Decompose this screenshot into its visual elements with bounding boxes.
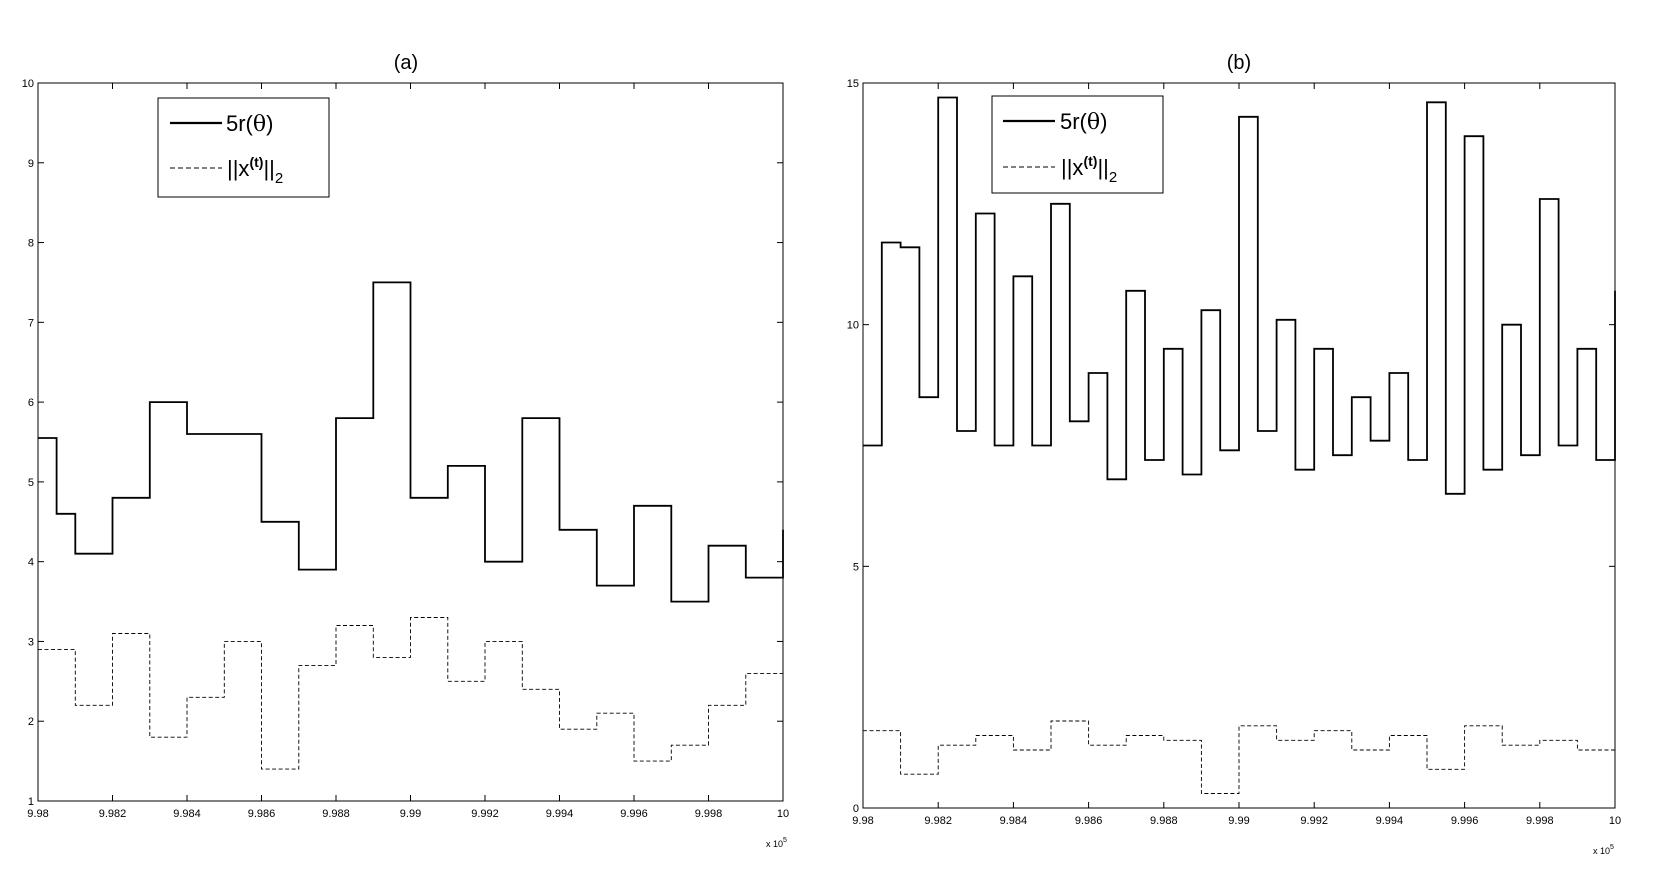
x-exponent-label: x 105 xyxy=(766,837,787,849)
x-tick-label: 9.986 xyxy=(1075,815,1103,827)
x-tick-label: 9.982 xyxy=(924,815,952,827)
y-tick-label: 8 xyxy=(28,238,34,250)
legend-box xyxy=(991,95,1164,194)
chart-panel-a: (a) 9.98 9.982 9.984 9.986 9.988 9.99 9.992 9.9… xyxy=(22,52,789,849)
x-tick-label: 9.984 xyxy=(173,808,201,820)
x-tick-label: 9.98 xyxy=(852,815,873,827)
y-tick-label: 3 xyxy=(28,636,34,648)
x-tick-label: 9.988 xyxy=(1150,815,1178,827)
x-tick-label: 9.982 xyxy=(99,808,127,820)
y-tick-label: 7 xyxy=(28,317,34,329)
x-tick-label: 9.98 xyxy=(27,808,48,820)
y-tick-label: 4 xyxy=(28,557,34,569)
x-tick-label: 9.998 xyxy=(1526,815,1554,827)
x-tick-label: 9.996 xyxy=(620,808,648,820)
legend: 5r(θ) ||x(t)||2 xyxy=(991,95,1164,194)
y-tick-label: 2 xyxy=(28,716,34,728)
legend-label-5r-theta: 5r(θ) xyxy=(1060,109,1107,135)
x-tick-label: 9.992 xyxy=(471,808,499,820)
y-tick-label: 6 xyxy=(28,397,34,409)
x-tick-label: 9.994 xyxy=(1376,815,1404,827)
x-tick-label: 10 xyxy=(777,808,789,820)
x-tick-label: 9.998 xyxy=(695,808,723,820)
x-tick-label: 9.99 xyxy=(400,808,421,820)
y-tick-label: 15 xyxy=(847,78,859,90)
y-tick-label: 1 xyxy=(28,796,34,808)
x-exponent-label: x 105 xyxy=(1593,844,1614,856)
chart-title: (b) xyxy=(1227,52,1251,74)
x-tick-label: 9.986 xyxy=(248,808,276,820)
y-tick-label: 9 xyxy=(28,158,34,170)
x-tick-label: 9.994 xyxy=(546,808,574,820)
legend-label-norm-x: ||x(t)||2 xyxy=(1061,153,1117,186)
series-line-5r-theta xyxy=(863,96,1616,495)
y-tick-label: 10 xyxy=(847,320,859,332)
y-tick-label: 10 xyxy=(22,78,34,90)
y-tick-label: 5 xyxy=(28,477,34,489)
series-line-norm-x xyxy=(863,720,1616,794)
x-tick-label: 9.984 xyxy=(1000,815,1028,827)
legend-box xyxy=(157,97,330,198)
x-tick-label: 9.99 xyxy=(1228,815,1249,827)
x-tick-label: 9.996 xyxy=(1451,815,1479,827)
legend: 5r(θ) ||x(t)||2 xyxy=(157,97,330,198)
y-tick-label: 0 xyxy=(853,803,859,815)
x-tick-label: 9.992 xyxy=(1300,815,1328,827)
series-line-norm-x xyxy=(38,617,784,770)
chart-title: (a) xyxy=(394,52,418,74)
y-tick-label: 5 xyxy=(853,561,859,573)
legend-label-norm-x: ||x(t)||2 xyxy=(227,154,283,187)
series-line-5r-theta xyxy=(38,281,784,603)
legend-label-5r-theta: 5r(θ) xyxy=(226,111,273,137)
x-tick-label: 9.988 xyxy=(322,808,350,820)
x-tick-label: 10 xyxy=(1609,815,1621,827)
chart-panel-b: (b) 9.98 9.982 9.984 9.986 9.988 9.99 9.992 9.9… xyxy=(847,52,1621,856)
